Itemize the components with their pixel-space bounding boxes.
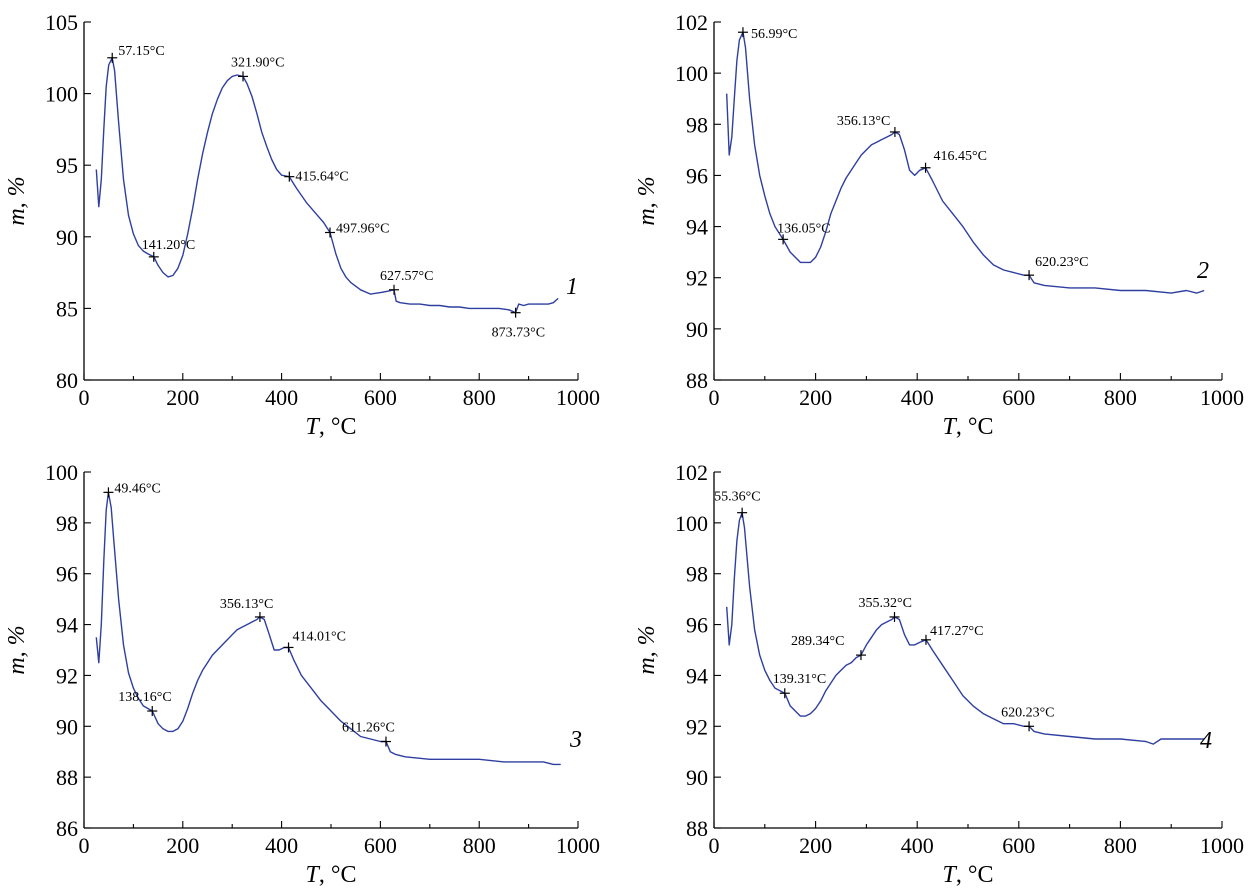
panel-number-label: 2 [1197, 258, 1209, 284]
peak-label: 136.05°C [777, 221, 830, 236]
y-tick-label: 105 [45, 10, 78, 35]
x-tick-label: 400 [901, 833, 934, 858]
peak-label: 138.16°C [118, 690, 171, 705]
x-tick-label: 200 [799, 833, 832, 858]
chart-panel-1: 0 200 400 600 800 1000 80 85 90 95 100 105 T, °C m, %… [4, 10, 600, 440]
x-tick-label: 400 [265, 833, 298, 858]
y-tick-label: 94 [56, 613, 78, 638]
peak-label: 355.32°C [859, 596, 912, 611]
y-tick-label: 98 [686, 112, 708, 137]
y-tick-label: 90 [56, 714, 78, 739]
x-axis-label: T, °C [943, 862, 994, 888]
y-tick-label: 85 [56, 296, 78, 321]
peak-label: 57.15°C [118, 44, 164, 59]
y-tick-label: 90 [686, 317, 708, 342]
x-tick-label: 800 [463, 385, 496, 410]
x-axis-label: T, °C [943, 414, 994, 440]
y-axis-label: m, % [634, 625, 660, 674]
x-tick-label: 0 [709, 833, 720, 858]
x-tick-label: 600 [1002, 833, 1035, 858]
mass-loss-curve [726, 512, 1205, 745]
y-tick-label: 88 [56, 765, 78, 790]
peak-label: 56.99°C [751, 27, 797, 42]
peak-label: 620.23°C [1001, 705, 1054, 720]
peak-label: 356.13°C [220, 597, 273, 612]
y-tick-label: 98 [686, 562, 708, 587]
peak-label: 415.64°C [295, 170, 348, 185]
x-tick-label: 1000 [556, 385, 600, 410]
peak-label: 321.90°C [231, 55, 284, 70]
mass-loss-curve [95, 57, 559, 314]
x-tick-label: 0 [79, 833, 90, 858]
y-tick-label: 94 [686, 215, 708, 240]
y-tick-label: 90 [56, 225, 78, 250]
x-tick-label: 1000 [556, 833, 600, 858]
x-tick-label: 800 [1104, 833, 1137, 858]
mass-loss-curve [95, 491, 561, 766]
peak-label: 611.26°C [342, 721, 395, 736]
y-tick-label: 98 [56, 511, 78, 536]
panel-number-label: 3 [569, 727, 582, 753]
y-axis-label: m, % [634, 176, 660, 225]
y-tick-label: 90 [686, 765, 708, 790]
x-tick-label: 0 [709, 385, 720, 410]
y-tick-label: 94 [686, 663, 708, 688]
x-tick-label: 0 [79, 385, 90, 410]
y-tick-label: 92 [56, 663, 78, 688]
peak-label: 55.36°C [714, 490, 760, 505]
y-tick-label: 100 [675, 511, 708, 536]
y-tick-label: 96 [686, 613, 708, 638]
x-tick-label: 800 [1104, 385, 1137, 410]
x-tick-label: 200 [799, 385, 832, 410]
peak-label: 289.34°C [791, 634, 844, 649]
x-tick-label: 600 [364, 833, 397, 858]
y-tick-label: 100 [675, 61, 708, 86]
y-tick-label: 88 [686, 368, 708, 393]
y-tick-label: 88 [686, 816, 708, 841]
x-tick-label: 400 [265, 385, 298, 410]
peak-label: 417.27°C [930, 624, 983, 639]
y-tick-label: 102 [675, 10, 708, 35]
peak-label: 627.57°C [380, 269, 433, 284]
y-tick-label: 96 [686, 163, 708, 188]
y-tick-label: 95 [56, 153, 78, 178]
x-axis-label: T, °C [306, 414, 357, 440]
x-tick-label: 200 [166, 385, 199, 410]
peak-label: 49.46°C [114, 481, 160, 496]
peak-label: 416.45°C [934, 149, 987, 164]
y-tick-label: 92 [686, 714, 708, 739]
panel-number-label: 1 [566, 274, 578, 300]
y-axis-label: m, % [4, 625, 30, 674]
x-tick-label: 1000 [1200, 385, 1244, 410]
x-axis-label: T, °C [306, 862, 357, 888]
y-tick-label: 80 [56, 368, 78, 393]
x-tick-label: 600 [364, 385, 397, 410]
y-tick-label: 102 [675, 460, 708, 485]
x-tick-label: 600 [1002, 385, 1035, 410]
peak-label: 141.20°C [142, 238, 195, 253]
chart-panel-3: 0 200 400 600 800 1000 86 88 90 92 94 96 98 100 T, °C m… [4, 460, 600, 888]
y-axis-label: m, % [4, 176, 30, 225]
y-tick-label: 86 [56, 816, 78, 841]
y-tick-label: 100 [45, 460, 78, 485]
x-tick-label: 800 [463, 833, 496, 858]
x-tick-label: 200 [166, 833, 199, 858]
peak-label: 139.31°C [773, 672, 826, 687]
x-tick-label: 400 [901, 385, 934, 410]
chart-panel-4: 0 200 400 600 800 1000 88 90 92 94 96 98 100 102 T, °C… [634, 460, 1244, 888]
peak-label: 414.01°C [293, 629, 346, 644]
y-tick-label: 92 [686, 266, 708, 291]
panel-number-label: 4 [1200, 728, 1212, 754]
x-tick-label: 1000 [1200, 833, 1244, 858]
peak-label: 620.23°C [1035, 255, 1088, 270]
y-tick-label: 96 [56, 562, 78, 587]
peak-label: 497.96°C [336, 222, 389, 237]
chart-panel-2: 0 200 400 600 800 1000 88 90 92 94 96 98 100 102 T, °C… [634, 10, 1244, 440]
peak-label: 873.73°C [492, 326, 545, 341]
peak-label: 356.13°C [837, 114, 890, 129]
y-tick-label: 100 [45, 82, 78, 107]
